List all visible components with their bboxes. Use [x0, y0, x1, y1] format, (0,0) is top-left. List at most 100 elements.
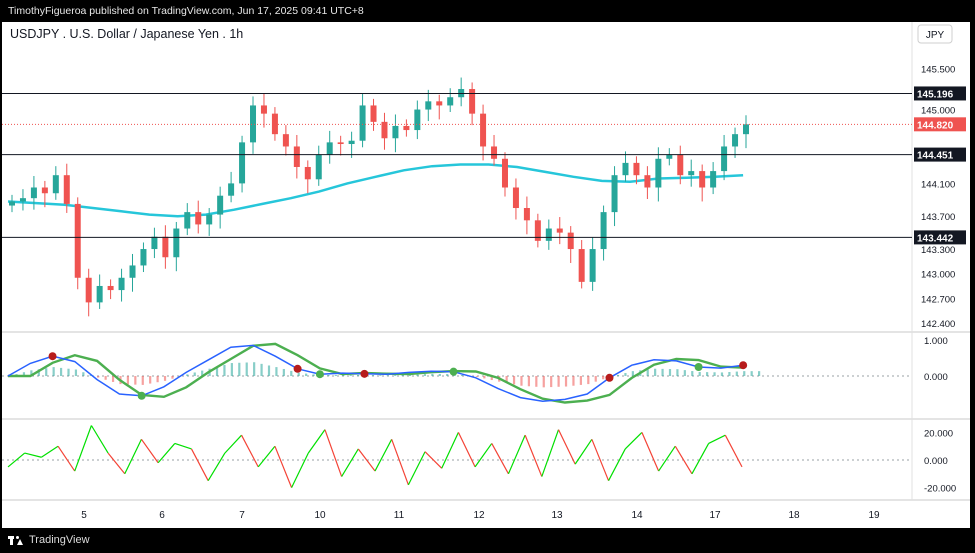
- level-label-box: [914, 86, 966, 101]
- candle-body: [677, 154, 684, 176]
- macd-histogram-bar: [312, 374, 315, 376]
- chart-area[interactable]: USDJPY . U.S. Dollar / Japanese Yen . 1h…: [2, 22, 970, 528]
- candle-body: [118, 277, 125, 291]
- time-tick-label: 7: [239, 510, 245, 521]
- candle: [9, 194, 15, 213]
- macd-histogram-bar: [758, 371, 761, 376]
- oscillator-segment: [241, 434, 259, 468]
- candle: [129, 253, 136, 292]
- candle-body: [370, 105, 377, 122]
- macd-histogram-bar: [104, 376, 107, 380]
- oscillator-segment: [474, 443, 493, 468]
- oscillator-segment: [557, 429, 576, 465]
- candle-body: [425, 101, 432, 110]
- oscillator-segment: [591, 439, 610, 481]
- time-tick-label: 10: [314, 510, 326, 521]
- candle-body: [19, 198, 26, 202]
- macd-histogram-bar: [297, 372, 300, 376]
- candle-body: [710, 171, 717, 188]
- candle-body: [140, 249, 147, 266]
- currency-box[interactable]: [917, 24, 953, 44]
- candle-body: [534, 220, 541, 241]
- macd-cross-marker: [605, 373, 614, 382]
- oscillator-segment: [190, 448, 209, 481]
- candle: [480, 104, 487, 161]
- candle: [743, 115, 749, 149]
- oscillator-tick-label: 20.000: [924, 428, 953, 439]
- candle-body: [173, 228, 180, 258]
- candle: [710, 162, 717, 195]
- macd-histogram-bar: [750, 371, 753, 376]
- candle-body: [403, 125, 410, 131]
- oscillator-segment: [257, 445, 276, 468]
- time-tick-label: 6: [159, 510, 165, 521]
- macd-histogram-bar: [691, 371, 694, 376]
- macd-cross-marker: [694, 363, 703, 371]
- oscillator-segment: [124, 439, 142, 475]
- candle: [403, 119, 410, 137]
- candle: [491, 134, 498, 166]
- macd-histogram-bar: [342, 374, 345, 376]
- candle-body: [523, 208, 530, 221]
- macd-cross-marker: [360, 369, 369, 378]
- candle: [666, 148, 673, 166]
- macd-histogram-bar: [594, 376, 597, 382]
- candle: [545, 219, 552, 250]
- oscillator-segment: [341, 448, 359, 477]
- macd-histogram-bar: [423, 374, 427, 376]
- candle: [217, 186, 224, 229]
- candle: [250, 96, 257, 154]
- oscillator-segment: [457, 432, 476, 468]
- oscillator-segment: [274, 445, 293, 488]
- level-label: 144.451: [917, 151, 954, 162]
- candle-body: [41, 187, 48, 194]
- price-tick-label: 143.000: [921, 270, 955, 281]
- macd-histogram-bar: [475, 376, 479, 377]
- candle: [162, 225, 169, 269]
- candle-body: [9, 201, 15, 206]
- macd-histogram-bar: [111, 376, 115, 382]
- candle: [392, 114, 399, 153]
- macd-histogram-bar: [520, 376, 523, 386]
- time-axis-ticks: 5 6 7 10 11 12 13 14 17 18 19: [81, 510, 880, 521]
- candle-body: [732, 134, 739, 147]
- candle: [414, 100, 421, 140]
- candle-body: [162, 236, 169, 258]
- oscillator-segment: [708, 434, 726, 444]
- oscillator-segment: [441, 432, 459, 469]
- macd-histogram-bar: [579, 376, 582, 385]
- macd-line: [7, 344, 744, 402]
- macd-cross-marker: [315, 370, 324, 379]
- current-price-label: 144.820: [917, 120, 954, 131]
- candle-body: [184, 212, 191, 229]
- candle: [556, 217, 563, 245]
- candle: [184, 203, 191, 236]
- macd-histogram-bar: [646, 369, 649, 376]
- macd-histogram-bar: [720, 372, 724, 376]
- macd-histogram-bar: [134, 376, 137, 385]
- oscillator-segment: [691, 443, 710, 475]
- candle-body: [381, 121, 388, 139]
- level-label: 145.196: [917, 89, 954, 100]
- macd-histogram-bar: [334, 374, 337, 376]
- oscillator-segment: [541, 429, 560, 477]
- oscillator-segment: [74, 425, 92, 472]
- macd-histogram-bar: [394, 374, 397, 376]
- candlestick-series: [9, 77, 749, 317]
- tradingview-logo[interactable]: TradingView: [8, 534, 90, 546]
- publisher-caption: TimothyFigueroa published on TradingView…: [8, 5, 364, 17]
- candle-body: [644, 175, 651, 188]
- chart-svg[interactable]: USDJPY . U.S. Dollar / Japanese Yen . 1h…: [2, 22, 970, 528]
- currency-label: JPY: [926, 30, 945, 41]
- candle-body: [85, 277, 92, 303]
- macd-histogram-bar: [37, 369, 40, 376]
- candle: [271, 107, 278, 141]
- macd-histogram-bar: [431, 373, 434, 376]
- candle: [512, 178, 519, 220]
- macd-histogram-bar: [624, 373, 627, 376]
- candle: [52, 166, 59, 200]
- macd-histogram-bar: [460, 374, 464, 376]
- macd-histogram-bar: [631, 371, 634, 376]
- macd-histogram-bar: [713, 372, 716, 376]
- macd-histogram-bar: [349, 374, 352, 376]
